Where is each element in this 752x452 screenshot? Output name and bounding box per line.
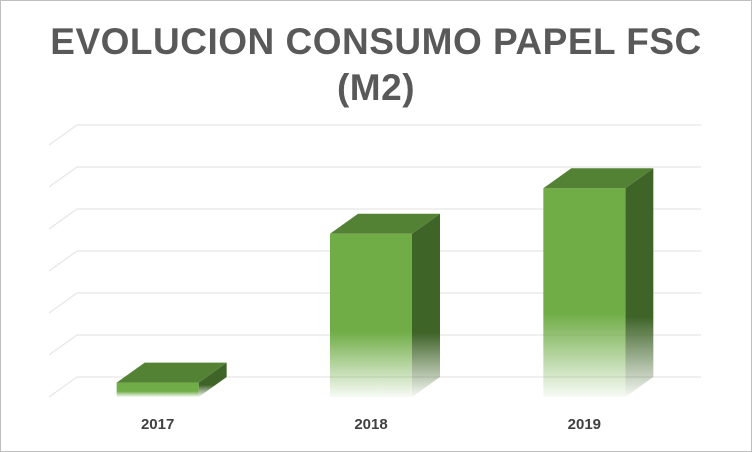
bar <box>543 168 654 397</box>
gridline <box>48 376 701 398</box>
x-tick-label: 2018 <box>354 416 387 433</box>
gridline <box>48 124 701 146</box>
chart-title-line-2: (M2) <box>336 67 416 108</box>
chart-title: EVOLUCION CONSUMO PAPEL FSC (M2) <box>1 19 751 111</box>
bar-side <box>625 168 654 397</box>
gridline <box>48 166 701 188</box>
bar-top <box>330 213 440 234</box>
x-tick-label: 2017 <box>141 416 174 433</box>
bar-front <box>330 233 412 397</box>
bar-front <box>543 188 626 397</box>
bar-top <box>543 168 654 189</box>
gridline <box>48 208 701 230</box>
x-tick-labels: 2017 2018 2019 <box>141 416 601 433</box>
gridlines <box>48 124 701 398</box>
x-tick-label: 2019 <box>568 416 601 433</box>
gridline <box>48 250 701 272</box>
bar-front <box>116 382 199 397</box>
bar-side <box>198 362 227 397</box>
bar <box>330 213 440 397</box>
bar-side <box>412 213 440 397</box>
bar <box>116 362 227 397</box>
bars <box>116 168 654 397</box>
bar-top <box>116 362 227 383</box>
gridline <box>48 334 701 356</box>
chart-title-line-1: EVOLUCION CONSUMO PAPEL FSC <box>50 21 702 62</box>
gridline <box>48 292 701 314</box>
